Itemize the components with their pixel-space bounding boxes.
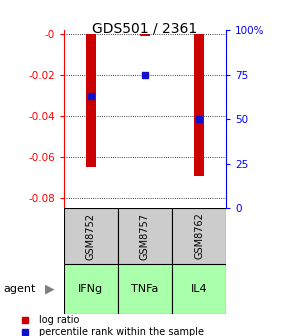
Bar <box>64 264 118 314</box>
Text: IL4: IL4 <box>191 284 207 294</box>
Text: TNFa: TNFa <box>131 284 159 294</box>
Text: GDS501 / 2361: GDS501 / 2361 <box>93 22 197 36</box>
Bar <box>86 34 96 167</box>
Text: GSM8762: GSM8762 <box>194 213 204 259</box>
Bar <box>172 208 226 264</box>
Bar <box>64 208 118 264</box>
Bar <box>140 34 150 36</box>
Bar <box>118 208 172 264</box>
Bar <box>194 34 204 176</box>
Bar <box>118 264 172 314</box>
Text: GSM8757: GSM8757 <box>140 213 150 259</box>
Text: GSM8752: GSM8752 <box>86 213 96 259</box>
Text: agent: agent <box>3 284 35 294</box>
Text: ▶: ▶ <box>45 283 55 295</box>
Text: log ratio: log ratio <box>39 314 79 325</box>
Text: percentile rank within the sample: percentile rank within the sample <box>39 327 204 336</box>
Bar <box>172 264 226 314</box>
Text: IFNg: IFNg <box>78 284 104 294</box>
